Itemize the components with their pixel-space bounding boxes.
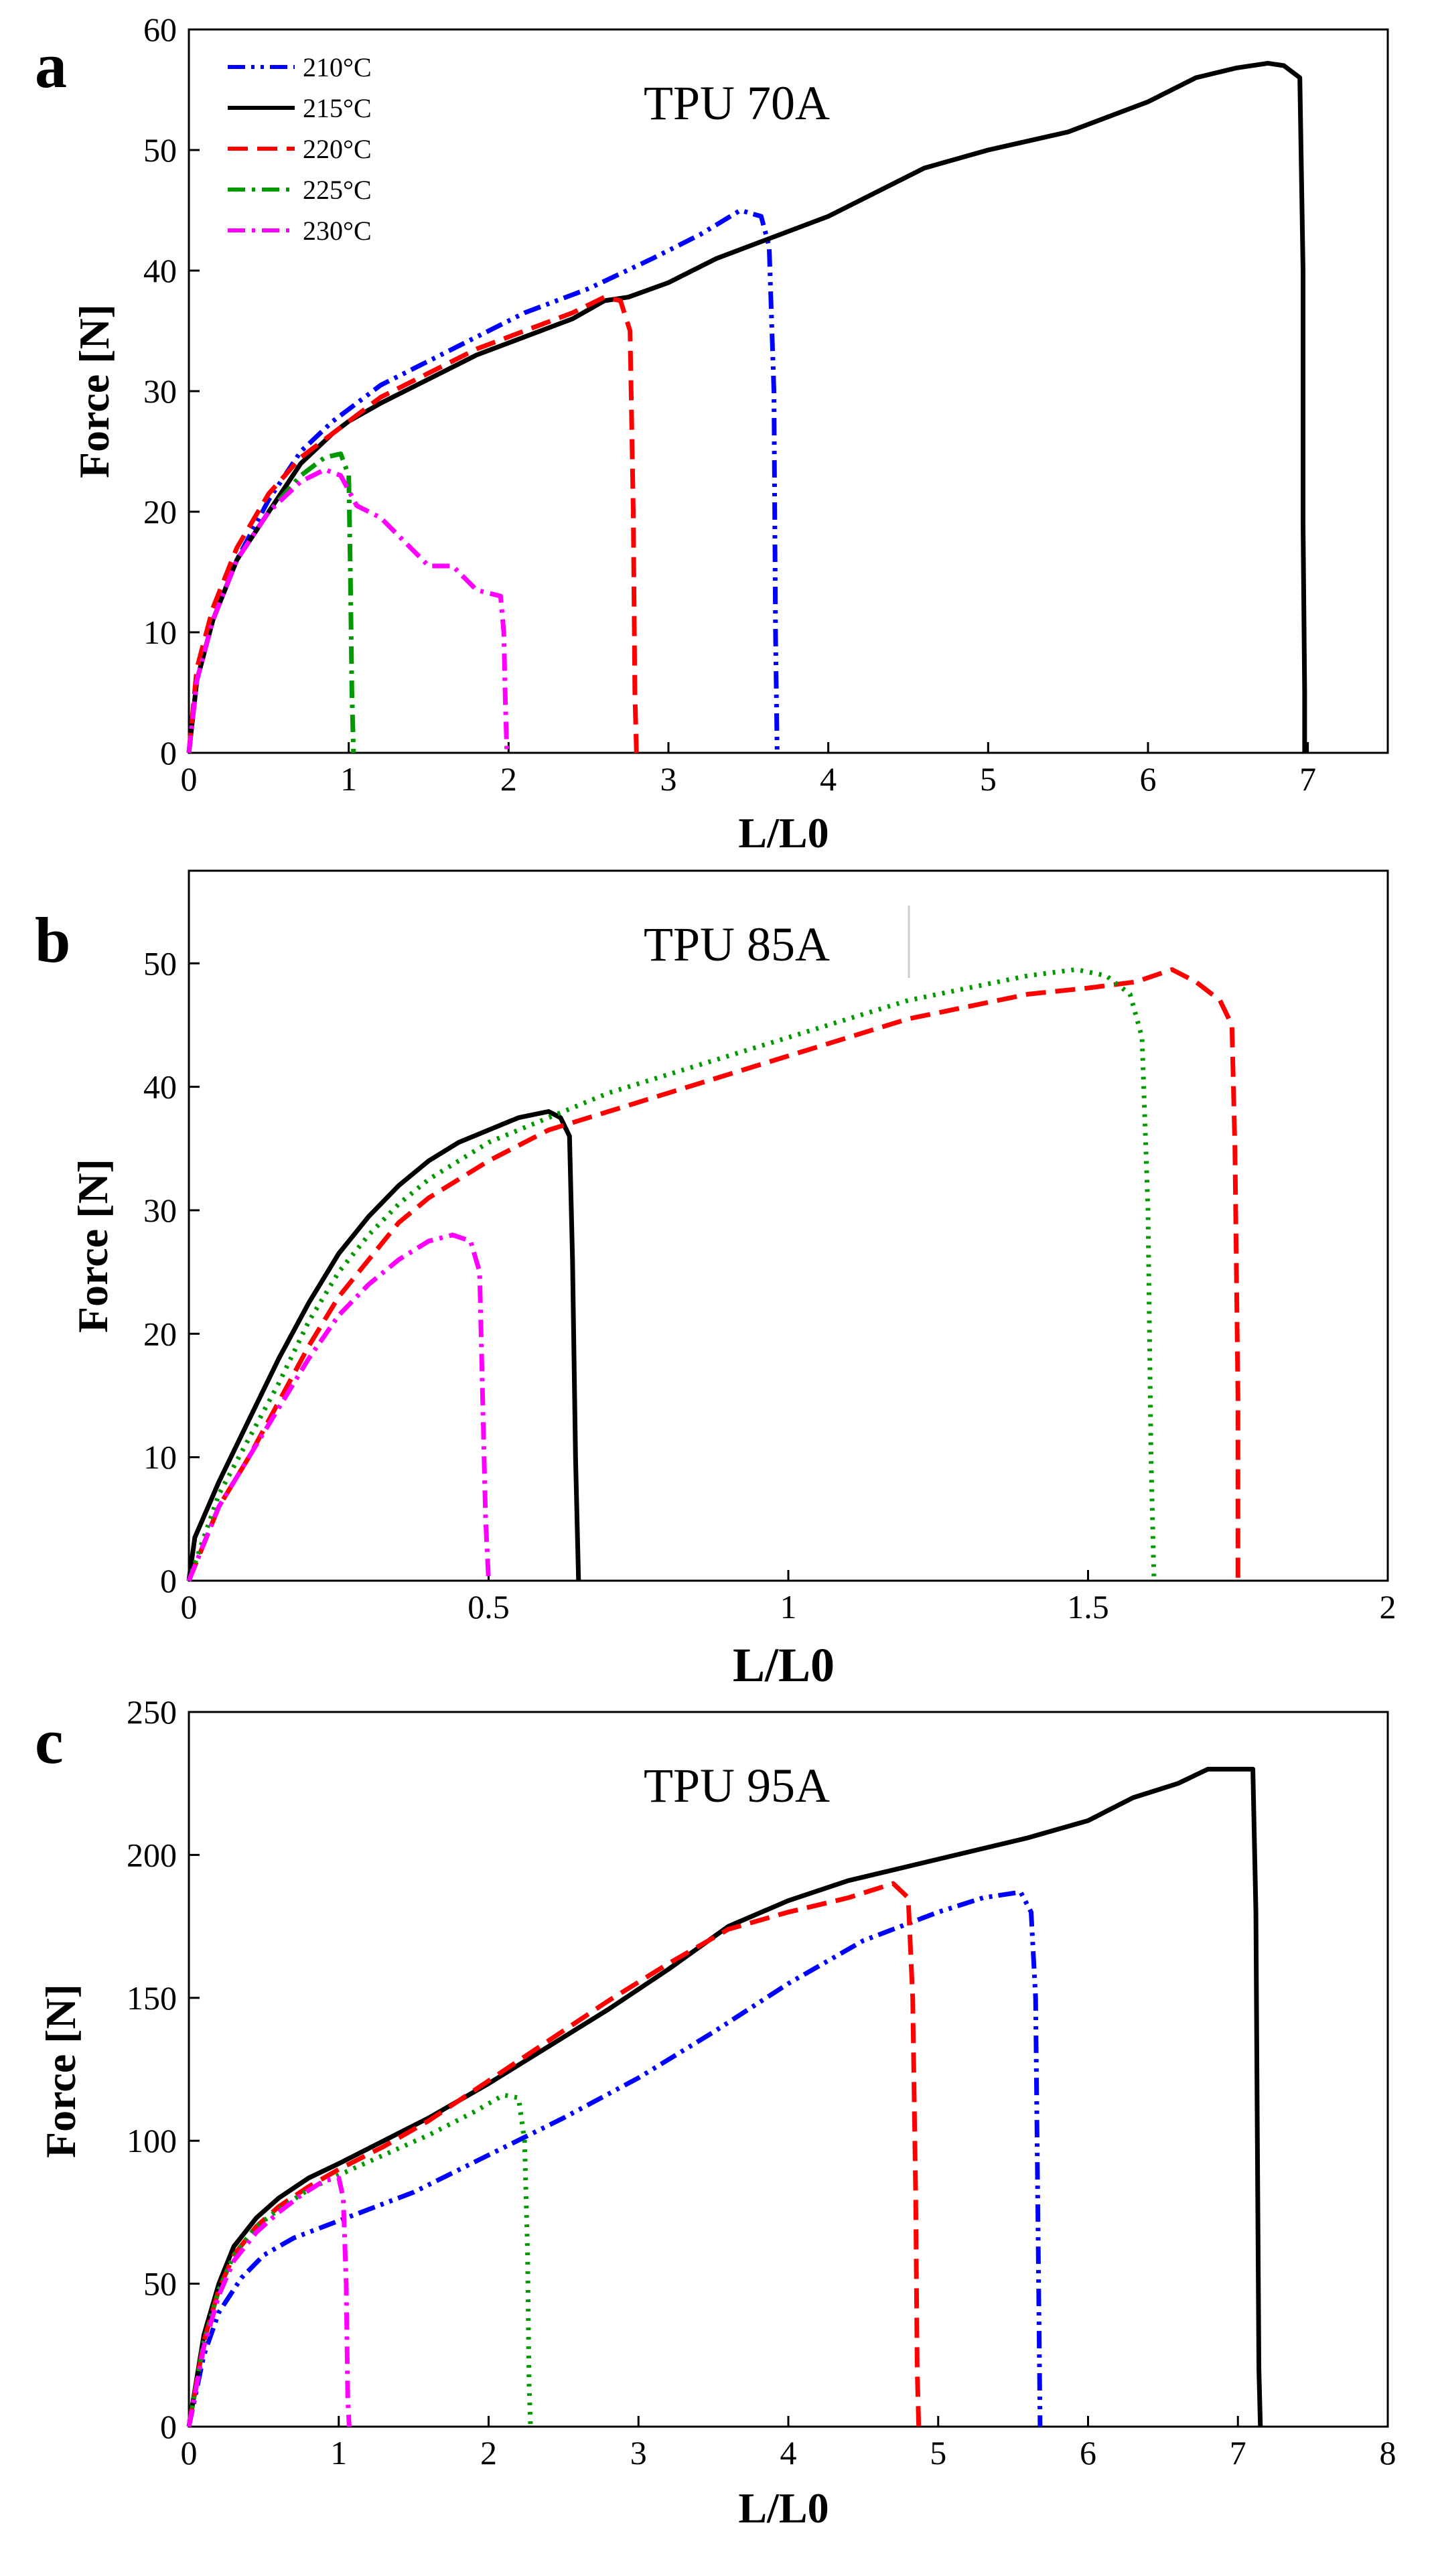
- x-tick-label: 7: [1299, 760, 1316, 798]
- x-tick-label: 0: [181, 2434, 198, 2472]
- y-tick-label: 20: [143, 1315, 177, 1352]
- panel-a-title: TPU 70A: [644, 76, 830, 130]
- y-tick-label: 200: [127, 1836, 177, 1873]
- y-tick-label: 0: [160, 1562, 177, 1599]
- x-tick-label: 1.5: [1067, 1588, 1109, 1626]
- x-tick-label: 0: [181, 760, 198, 798]
- y-tick-label: 150: [127, 1979, 177, 2017]
- x-tick-label: 0.5: [468, 1588, 510, 1626]
- panel-b-plot-frame: [188, 869, 1389, 1582]
- series-line-c-220-c: [186, 1881, 922, 2427]
- y-tick-label: 50: [143, 131, 177, 169]
- series-line-c-210-c: [186, 1889, 1043, 2427]
- panel-b-x-axis-title: L/L0: [733, 1638, 835, 1692]
- legend-label-220-c: 220°C: [303, 134, 372, 164]
- x-tick-label: 6: [1140, 760, 1157, 798]
- x-tick-label: 4: [780, 2434, 797, 2472]
- panel-a-x-axis-title: L/L0: [738, 809, 829, 857]
- panel-c-y-axis-title: Force [N]: [37, 1984, 84, 2158]
- y-tick-label: 40: [143, 1068, 177, 1106]
- panel-b-letter: b: [35, 904, 70, 976]
- panel-a-legend: 210°C 215°C 220°C 225°C 230°C: [228, 52, 372, 246]
- y-tick-label: 100: [127, 2122, 177, 2159]
- series-line-b-225-c: [186, 967, 1157, 1582]
- y-tick-label: 0: [160, 2408, 177, 2445]
- panel-c-x-axis-title: L/L0: [738, 2484, 829, 2532]
- series-line-b-230-c: [186, 1232, 491, 1582]
- legend-label-210-c: 210°C: [303, 52, 372, 82]
- x-tick-label: 7: [1230, 2434, 1246, 2472]
- panel-a-letter: a: [35, 29, 67, 101]
- panel-c: c TPU 95A L/L0 Force [N] 0 1 2 3 4 5 6 7 8 0 50 100…: [35, 1693, 1396, 2532]
- panel-b-y-axis-title: Force [N]: [69, 1159, 117, 1333]
- panel-a-y-axis-title: Force [N]: [70, 304, 118, 478]
- x-tick-label: 5: [980, 760, 997, 798]
- panel-b-series: [186, 967, 1240, 1582]
- y-tick-label: 30: [143, 1192, 177, 1229]
- panel-a: a TPU 70A L/L0 Force [N] 0 1 2 3 4 5 6 7 0 10 20 30…: [35, 11, 1389, 857]
- panel-c-ticks: 0 1 2 3 4 5 6 7 8 0 50 100 150 200 250: [127, 1693, 1396, 2472]
- series-line-c-215-c: [186, 1766, 1263, 2427]
- y-tick-label: 250: [127, 1693, 177, 1731]
- panel-a-ticks: 0 1 2 3 4 5 6 7 0 10 20 30 40 50 60: [143, 11, 1316, 798]
- x-tick-label: 2: [1380, 1588, 1396, 1626]
- x-tick-label: 1: [330, 2434, 347, 2472]
- y-tick-label: 50: [143, 944, 177, 982]
- panel-b-title: TPU 85A: [644, 918, 830, 971]
- y-tick-label: 10: [143, 1439, 177, 1476]
- x-tick-label: 3: [630, 2434, 647, 2472]
- legend-label-215-c: 215°C: [303, 93, 372, 123]
- x-tick-label: 1: [780, 1588, 797, 1626]
- y-tick-label: 60: [143, 11, 177, 48]
- series-line-c-225-c: [186, 2092, 533, 2427]
- x-tick-label: 8: [1380, 2434, 1396, 2472]
- legend-label-230-c: 230°C: [303, 216, 372, 246]
- panel-c-letter: c: [35, 1705, 64, 1777]
- x-tick-label: 4: [820, 760, 837, 798]
- panel-b: b TPU 85A L/L0 Force [N] 0 0.5 1 1.5 2010203…: [35, 869, 1396, 1692]
- x-tick-label: 5: [930, 2434, 946, 2472]
- y-tick-label: 30: [143, 372, 177, 410]
- y-tick-label: 0: [160, 734, 177, 772]
- x-tick-label: 2: [500, 760, 517, 798]
- series-line-a-230-c: [186, 467, 510, 754]
- panel-c-series: [186, 1766, 1263, 2427]
- x-tick-label: 0: [181, 1588, 198, 1626]
- x-tick-label: 6: [1080, 2434, 1096, 2472]
- series-line-a-225-c: [186, 451, 356, 754]
- panel-a-series: [186, 60, 1307, 754]
- series-line-b-215-c: [186, 1109, 581, 1581]
- series-line-a-210-c: [186, 208, 780, 754]
- x-tick-label: 3: [660, 760, 677, 798]
- series-line-b-220-c: [186, 967, 1240, 1582]
- y-tick-label: 10: [143, 614, 177, 651]
- panel-c-plot-frame: [188, 1711, 1389, 2428]
- series-line-c-230-c: [186, 2175, 352, 2427]
- y-tick-label: 20: [143, 493, 177, 530]
- legend-label-225-c: 225°C: [303, 175, 372, 205]
- series-line-a-220-c: [186, 295, 639, 754]
- x-tick-label: 1: [340, 760, 357, 798]
- y-tick-label: 50: [143, 2265, 177, 2303]
- panel-c-title: TPU 95A: [644, 1759, 830, 1812]
- series-line-a-215-c: [186, 60, 1307, 754]
- x-tick-label: 2: [480, 2434, 497, 2472]
- y-tick-label: 40: [143, 252, 177, 289]
